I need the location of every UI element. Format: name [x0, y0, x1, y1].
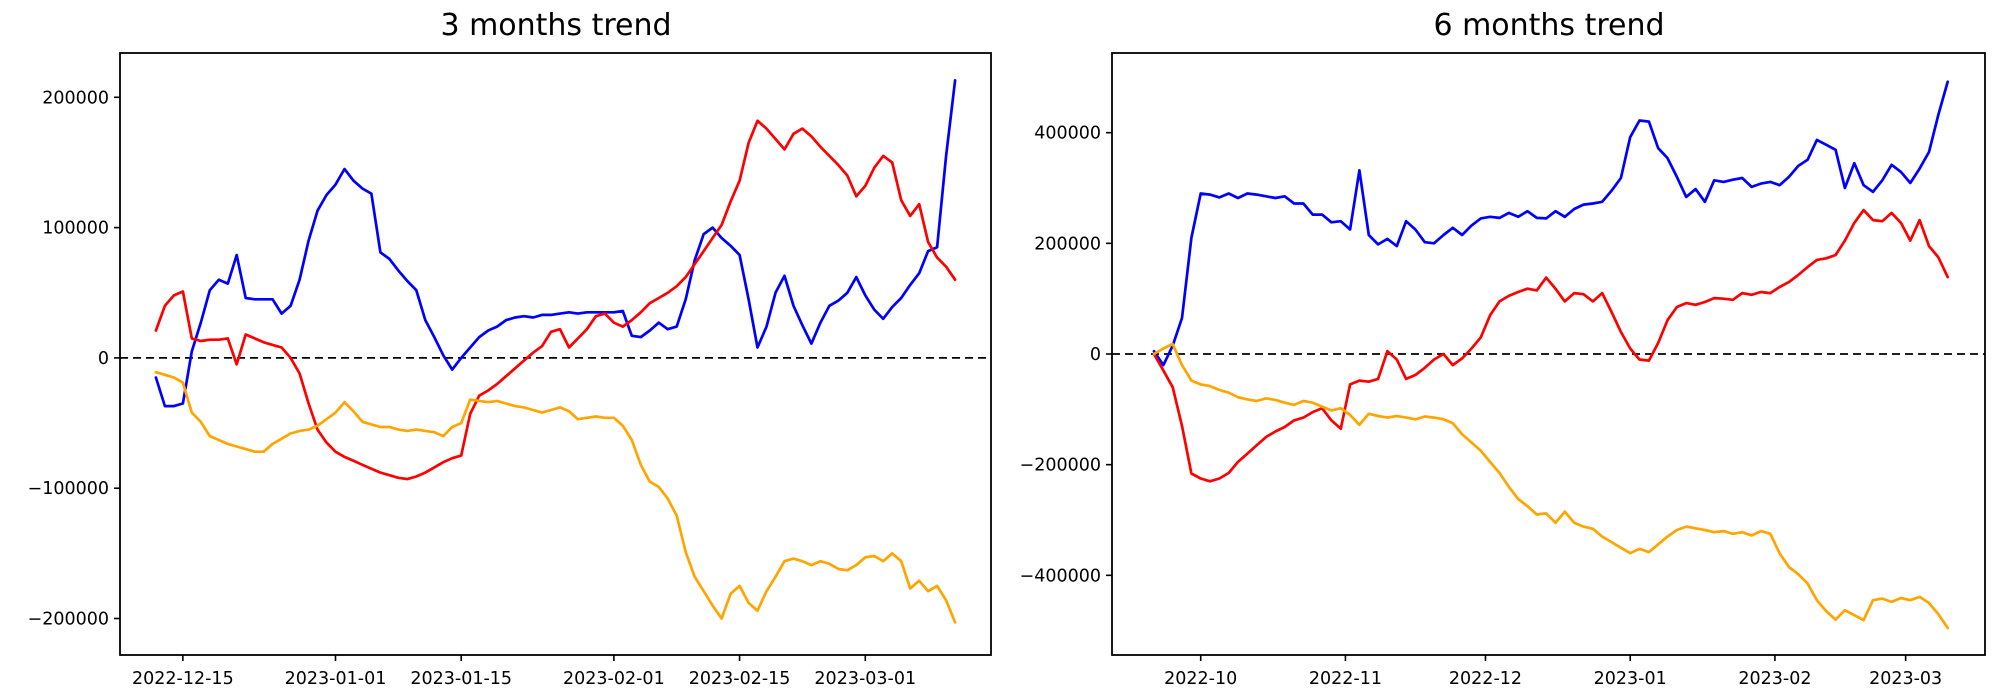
chart-0-series-red: [154, 119, 957, 481]
chart-title-left: 3 months trend: [440, 8, 672, 43]
x-tick-label: 2023-03-01: [814, 669, 916, 689]
chart-1-series-blue: [1152, 80, 1950, 367]
chart-title-right: 6 months trend: [1433, 8, 1665, 43]
y-tick-label: −200000: [28, 610, 109, 630]
x-tick-label: 2023-01: [1594, 669, 1667, 689]
x-tick-label: 2022-10: [1164, 669, 1237, 689]
chart-1-series-orange: [1152, 342, 1950, 630]
y-tick-label: 200000: [42, 88, 109, 108]
y-tick-label: −400000: [1020, 566, 1101, 586]
y-tick-label: −200000: [1020, 456, 1101, 476]
x-tick-label: 2023-02-15: [689, 669, 791, 689]
y-tick-label: −100000: [28, 479, 109, 499]
x-tick-label: 2022-12-15: [132, 669, 234, 689]
x-tick-label: 2023-02: [1738, 669, 1811, 689]
y-tick-label: 0: [98, 349, 109, 369]
x-tick-label: 2022-11: [1309, 669, 1382, 689]
chart-1-series-red: [1152, 208, 1950, 483]
plot-area-border: [119, 52, 992, 656]
y-tick-label: 200000: [1034, 234, 1101, 254]
x-tick-label: 2023-03: [1869, 669, 1942, 689]
x-tick-label: 2023-01-01: [285, 669, 387, 689]
x-tick-label: 2023-02-01: [563, 669, 665, 689]
x-tick-label: 2022-12: [1449, 669, 1522, 689]
y-tick-label: 0: [1090, 345, 1101, 365]
chart-0-series-orange: [154, 370, 957, 624]
x-tick-label: 2023-01-15: [410, 669, 512, 689]
y-tick-label: 400000: [1034, 124, 1101, 144]
chart-0-series-blue: [154, 79, 957, 408]
y-tick-label: 100000: [42, 219, 109, 239]
